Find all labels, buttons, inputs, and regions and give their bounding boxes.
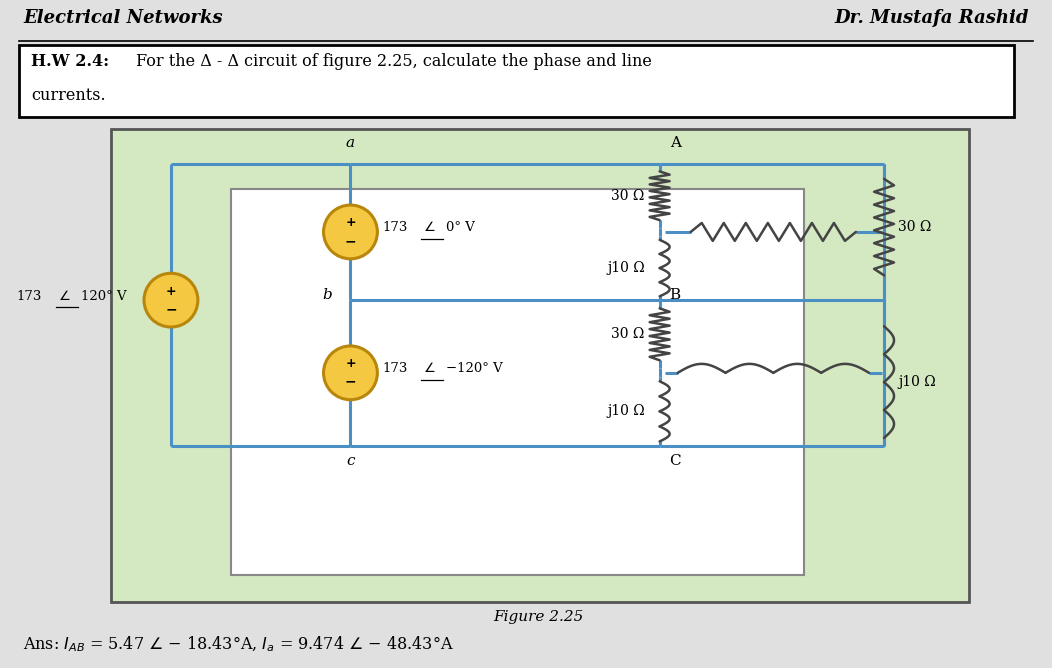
Text: −: − bbox=[345, 375, 357, 389]
Text: +: + bbox=[165, 285, 177, 298]
Text: j10 Ω: j10 Ω bbox=[898, 375, 936, 389]
Text: Dr. Mustafa Rashid: Dr. Mustafa Rashid bbox=[834, 9, 1029, 27]
Text: −120° V: −120° V bbox=[446, 362, 503, 375]
Text: j10 Ω: j10 Ω bbox=[607, 261, 645, 275]
Text: Ans: $I_{AB}$ = 5.47 $\angle$ $-$ 18.43$\degree$A, $I_a$ = 9.474 $\angle$ $-$ 48: Ans: $I_{AB}$ = 5.47 $\angle$ $-$ 18.43$… bbox=[23, 635, 454, 655]
Text: 173: 173 bbox=[382, 362, 408, 375]
Text: 30 Ω: 30 Ω bbox=[898, 220, 931, 234]
Text: B: B bbox=[670, 288, 681, 302]
Text: −: − bbox=[345, 234, 357, 248]
Text: 120° V: 120° V bbox=[81, 290, 127, 303]
FancyBboxPatch shape bbox=[230, 188, 805, 575]
Circle shape bbox=[324, 205, 378, 259]
Text: For the Δ - Δ circuit of figure 2.25, calculate the phase and line: For the Δ - Δ circuit of figure 2.25, ca… bbox=[136, 53, 652, 69]
Text: +: + bbox=[345, 216, 356, 230]
Text: 0° V: 0° V bbox=[446, 222, 476, 234]
Text: a: a bbox=[346, 136, 355, 150]
Text: 30 Ω: 30 Ω bbox=[611, 327, 645, 341]
Text: 173: 173 bbox=[17, 290, 42, 303]
Text: C: C bbox=[670, 454, 682, 468]
Text: ∠: ∠ bbox=[424, 362, 437, 375]
Text: 173: 173 bbox=[382, 222, 408, 234]
Text: Electrical Networks: Electrical Networks bbox=[23, 9, 223, 27]
Text: j10 Ω: j10 Ω bbox=[607, 404, 645, 418]
Circle shape bbox=[144, 273, 198, 327]
Text: A: A bbox=[670, 136, 681, 150]
Text: −: − bbox=[165, 302, 177, 316]
Text: c: c bbox=[346, 454, 355, 468]
Text: Figure 2.25: Figure 2.25 bbox=[492, 610, 583, 624]
Text: H.W 2.4:: H.W 2.4: bbox=[32, 53, 109, 69]
Text: b: b bbox=[323, 288, 332, 302]
Text: ∠: ∠ bbox=[424, 222, 437, 234]
FancyBboxPatch shape bbox=[112, 129, 969, 602]
Text: currents.: currents. bbox=[32, 88, 106, 104]
FancyBboxPatch shape bbox=[19, 45, 1014, 117]
Circle shape bbox=[324, 346, 378, 399]
Text: +: + bbox=[345, 357, 356, 370]
Text: 30 Ω: 30 Ω bbox=[611, 189, 645, 203]
Text: ∠: ∠ bbox=[59, 290, 72, 303]
